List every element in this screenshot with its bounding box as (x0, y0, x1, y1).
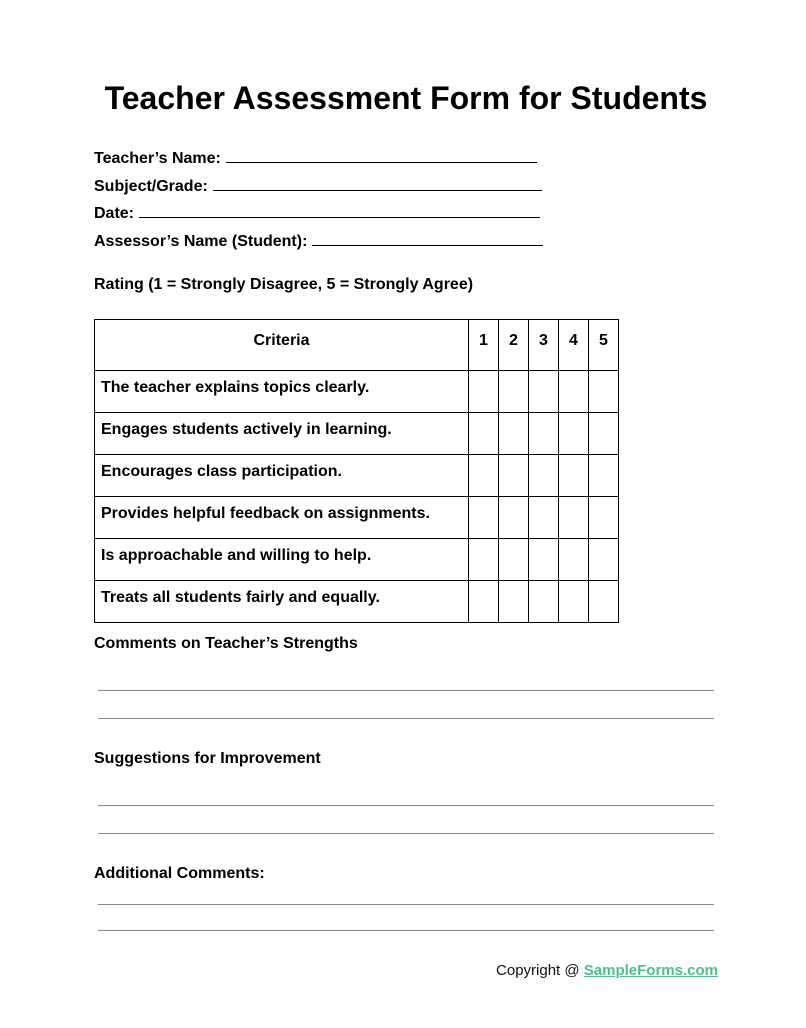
blank-line[interactable] (212, 178, 542, 191)
field-label: Assessor’s Name (Student): (94, 233, 308, 250)
criteria-cell: Engages students actively in learning. (94, 412, 469, 455)
blank-line[interactable] (312, 233, 544, 246)
assessor-name-field[interactable]: Assessor’s Name (Student): (94, 233, 544, 251)
rating-cell-3[interactable] (528, 454, 559, 497)
criteria-cell: The teacher explains topics clearly. (94, 370, 469, 413)
blank-line[interactable] (225, 150, 537, 163)
rating-cell-3[interactable] (528, 580, 559, 623)
header-1: 1 (468, 319, 499, 371)
criteria-cell: Provides helpful feedback on assignments… (94, 496, 469, 539)
rating-cell-5[interactable] (588, 370, 619, 413)
header-5: 5 (588, 319, 619, 371)
rating-cell-4[interactable] (558, 580, 589, 623)
page-title: Teacher Assessment Form for Students (104, 80, 708, 116)
rating-cell-3[interactable] (528, 538, 559, 581)
subject-grade-field[interactable]: Subject/Grade: (94, 178, 542, 196)
improvement-line[interactable] (98, 833, 714, 834)
copyright-prefix: Copyright @ (496, 962, 584, 979)
rating-cell-5[interactable] (588, 454, 619, 497)
blank-line[interactable] (139, 205, 541, 218)
table-row: Encourages class participation. (94, 454, 619, 497)
sampleforms-link[interactable]: SampleForms.com (583, 962, 718, 979)
rating-cell-2[interactable] (498, 370, 529, 413)
rating-cell-5[interactable] (588, 538, 619, 581)
rating-table: Criteria 1 2 3 4 5 The teacher explains … (94, 319, 619, 623)
rating-cell-4[interactable] (558, 496, 589, 539)
date-field[interactable]: Date: (94, 205, 541, 223)
rating-cell-2[interactable] (498, 538, 529, 581)
table-header-row: Criteria 1 2 3 4 5 (94, 319, 619, 371)
table-row: The teacher explains topics clearly. (94, 370, 619, 413)
table-row: Engages students actively in learning. (94, 412, 619, 455)
rating-cell-2[interactable] (498, 412, 529, 455)
table-row: Provides helpful feedback on assignments… (94, 496, 619, 539)
teacher-name-field[interactable]: Teacher’s Name: (94, 150, 537, 168)
rating-cell-1[interactable] (468, 580, 499, 623)
rating-cell-2[interactable] (498, 454, 529, 497)
improvement-line[interactable] (98, 805, 714, 806)
rating-cell-4[interactable] (558, 412, 589, 455)
copyright: Copyright @ SampleForms.com (496, 962, 718, 979)
strengths-line[interactable] (98, 718, 714, 719)
rating-cell-4[interactable] (558, 454, 589, 497)
rating-cell-5[interactable] (588, 580, 619, 623)
rating-cell-3[interactable] (528, 412, 559, 455)
rating-cell-1[interactable] (468, 496, 499, 539)
field-label: Teacher’s Name: (94, 150, 221, 167)
additional-heading: Additional Comments: (94, 865, 265, 882)
improvement-heading: Suggestions for Improvement (94, 750, 321, 767)
header-criteria: Criteria (94, 319, 469, 371)
rating-cell-2[interactable] (498, 580, 529, 623)
rating-cell-1[interactable] (468, 538, 499, 581)
additional-line[interactable] (98, 904, 714, 905)
rating-note: Rating (1 = Strongly Disagree, 5 = Stron… (94, 276, 474, 293)
field-label: Subject/Grade: (94, 178, 208, 195)
rating-cell-1[interactable] (468, 454, 499, 497)
header-3: 3 (528, 319, 559, 371)
rating-cell-5[interactable] (588, 412, 619, 455)
rating-cell-4[interactable] (558, 538, 589, 581)
criteria-cell: Encourages class participation. (94, 454, 469, 497)
rating-cell-3[interactable] (528, 496, 559, 539)
criteria-cell: Is approachable and willing to help. (94, 538, 469, 581)
table-row: Treats all students fairly and equally. (94, 580, 619, 623)
rating-cell-2[interactable] (498, 496, 529, 539)
additional-line[interactable] (98, 930, 714, 931)
strengths-heading: Comments on Teacher’s Strengths (94, 635, 358, 652)
rating-cell-1[interactable] (468, 412, 499, 455)
field-label: Date: (94, 205, 135, 222)
rating-cell-3[interactable] (528, 370, 559, 413)
strengths-line[interactable] (98, 690, 714, 691)
rating-cell-4[interactable] (558, 370, 589, 413)
criteria-cell: Treats all students fairly and equally. (94, 580, 469, 623)
table-row: Is approachable and willing to help. (94, 538, 619, 581)
rating-cell-5[interactable] (588, 496, 619, 539)
header-4: 4 (558, 319, 589, 371)
rating-cell-1[interactable] (468, 370, 499, 413)
header-2: 2 (498, 319, 529, 371)
